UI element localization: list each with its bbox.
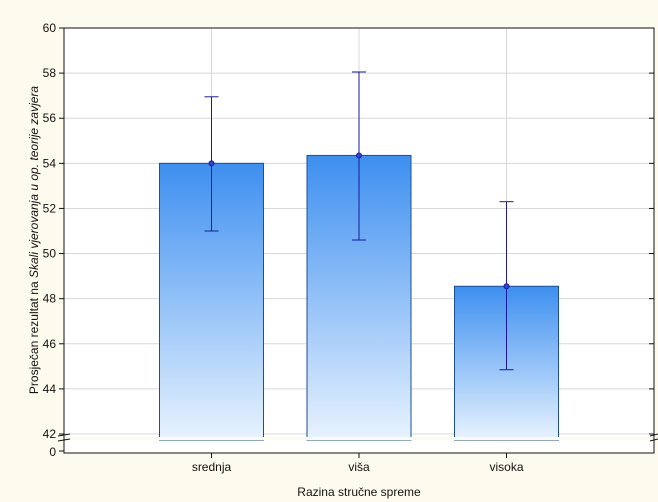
- y-tick-label: 60: [43, 21, 57, 35]
- x-axis-title: Razina stručne spreme: [297, 485, 421, 499]
- y-tick-label: 50: [43, 247, 57, 261]
- y-axis-title: Prosječan rezultat na Skali vjerovanja u…: [27, 86, 41, 394]
- mean-point: [503, 283, 510, 290]
- tick-labels: 42 44 46 48 50 52 54 56 58 60 0 srednja viša visoka: [43, 21, 524, 474]
- y-tick-label: 46: [43, 337, 57, 351]
- y-tick-label: 56: [43, 111, 57, 125]
- axis-break-mark: [649, 433, 658, 437]
- y-axis-title-part: Prosječan rezultat na: [27, 278, 41, 394]
- x-tick-label: srednja: [192, 460, 232, 474]
- axis-break-band: [64, 437, 654, 440]
- y-tick-label: 52: [43, 201, 57, 215]
- axis-break-mark: [649, 438, 658, 442]
- y-tick-label: 58: [43, 66, 57, 80]
- y-axis-title-part: Skali vjerovanja u op. teorije zavjera: [27, 86, 41, 278]
- y-tick-label-break: 0: [49, 445, 56, 459]
- x-tick-label: visoka: [489, 460, 523, 474]
- y-tick-label: 48: [43, 292, 57, 306]
- y-tick-label: 44: [43, 382, 57, 396]
- axes: [57, 27, 658, 458]
- mean-point: [208, 160, 215, 167]
- mean-point: [356, 152, 362, 159]
- x-tick-label: viša: [348, 460, 370, 474]
- y-tick-label: 54: [43, 156, 57, 170]
- y-tick-label: 42: [43, 427, 57, 441]
- error-bars: [204, 71, 514, 371]
- axis-break-mark: [57, 433, 71, 437]
- axis-break-mark: [57, 438, 71, 442]
